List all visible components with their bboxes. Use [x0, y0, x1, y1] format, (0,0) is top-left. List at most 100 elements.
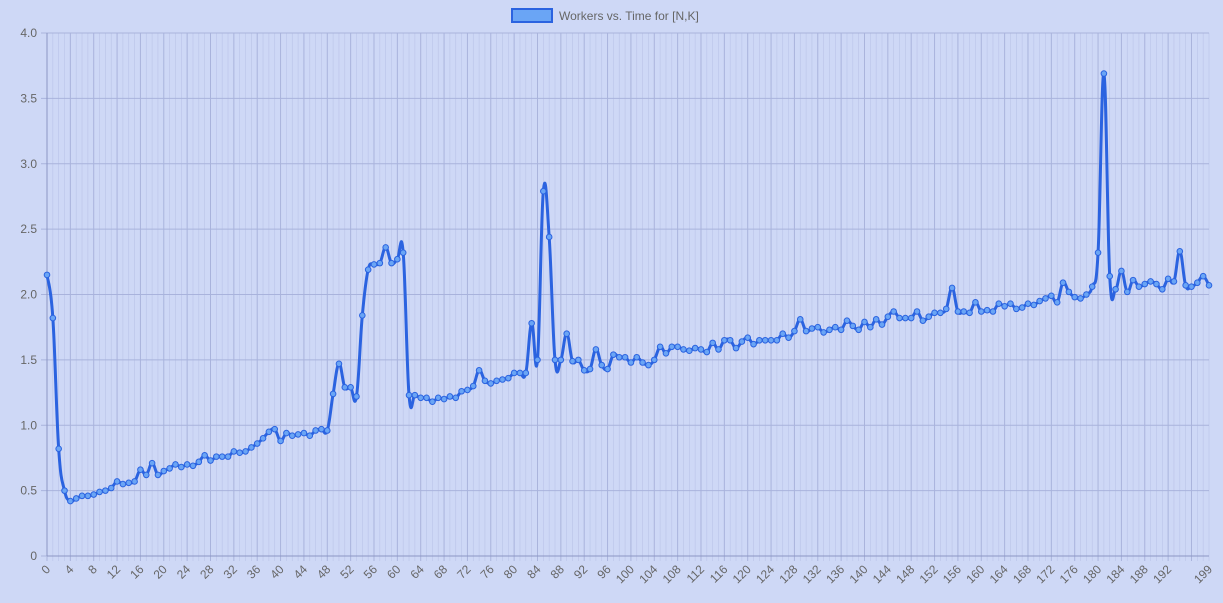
- data-point[interactable]: [283, 429, 290, 437]
- data-point[interactable]: [983, 306, 991, 314]
- data-point[interactable]: [464, 386, 471, 394]
- data-point[interactable]: [394, 255, 401, 263]
- data-point[interactable]: [551, 356, 559, 364]
- data-point[interactable]: [142, 471, 150, 479]
- data-point[interactable]: [761, 336, 769, 344]
- data-point[interactable]: [1164, 275, 1172, 283]
- data-point[interactable]: [504, 374, 512, 382]
- data-point[interactable]: [610, 351, 617, 358]
- data-point[interactable]: [1194, 279, 1201, 287]
- data-point[interactable]: [154, 471, 162, 479]
- data-point[interactable]: [580, 367, 588, 374]
- data-point[interactable]: [172, 461, 179, 468]
- data-point[interactable]: [639, 359, 646, 366]
- data-point[interactable]: [802, 327, 810, 335]
- data-point[interactable]: [1129, 276, 1137, 284]
- data-point[interactable]: [662, 350, 670, 357]
- data-point[interactable]: [977, 308, 985, 315]
- data-point[interactable]: [353, 393, 360, 400]
- data-point[interactable]: [650, 356, 658, 364]
- data-point[interactable]: [230, 448, 238, 455]
- data-point[interactable]: [1077, 295, 1084, 302]
- data-point[interactable]: [1013, 305, 1020, 313]
- data-point[interactable]: [1100, 70, 1108, 77]
- data-point[interactable]: [540, 187, 547, 195]
- data-point[interactable]: [341, 384, 349, 391]
- data-point[interactable]: [750, 340, 757, 348]
- data-point[interactable]: [586, 365, 594, 373]
- data-point[interactable]: [709, 339, 716, 347]
- data-point[interactable]: [475, 367, 483, 374]
- data-point[interactable]: [569, 357, 576, 365]
- data-point[interactable]: [861, 318, 868, 326]
- data-point[interactable]: [1153, 280, 1160, 288]
- data-point[interactable]: [323, 427, 331, 434]
- data-point[interactable]: [43, 271, 51, 279]
- data-point[interactable]: [633, 353, 641, 361]
- data-point[interactable]: [423, 394, 430, 402]
- data-point[interactable]: [744, 334, 752, 341]
- data-point[interactable]: [563, 330, 570, 338]
- data-point[interactable]: [691, 344, 699, 352]
- data-point[interactable]: [195, 458, 203, 466]
- data-point[interactable]: [1170, 278, 1178, 285]
- data-point[interactable]: [1182, 282, 1189, 289]
- data-point[interactable]: [183, 461, 191, 468]
- data-point[interactable]: [627, 359, 635, 366]
- data-point[interactable]: [189, 462, 197, 470]
- data-point[interactable]: [1024, 300, 1032, 307]
- data-point[interactable]: [534, 356, 541, 364]
- data-point[interactable]: [248, 444, 255, 451]
- data-point[interactable]: [236, 449, 243, 457]
- data-point[interactable]: [896, 314, 903, 322]
- data-point[interactable]: [738, 338, 746, 345]
- data-point[interactable]: [218, 453, 226, 460]
- data-point[interactable]: [1199, 272, 1207, 280]
- data-point[interactable]: [878, 321, 886, 328]
- data-point[interactable]: [166, 465, 173, 472]
- data-point[interactable]: [645, 361, 652, 369]
- data-point[interactable]: [446, 393, 454, 400]
- data-point[interactable]: [715, 346, 722, 353]
- data-point[interactable]: [1118, 267, 1125, 275]
- data-point[interactable]: [207, 457, 214, 464]
- data-point[interactable]: [347, 384, 354, 391]
- data-point[interactable]: [1036, 297, 1043, 305]
- data-point[interactable]: [359, 312, 366, 319]
- data-point[interactable]: [1042, 295, 1049, 302]
- data-point[interactable]: [399, 249, 407, 256]
- data-point[interactable]: [884, 313, 892, 321]
- data-point[interactable]: [1094, 249, 1102, 256]
- data-point[interactable]: [1007, 300, 1014, 307]
- data-point[interactable]: [826, 326, 833, 334]
- data-point[interactable]: [837, 326, 845, 334]
- data-point[interactable]: [1112, 285, 1119, 293]
- data-point[interactable]: [931, 309, 938, 317]
- data-point[interactable]: [937, 309, 944, 317]
- data-point[interactable]: [417, 394, 425, 402]
- data-point[interactable]: [259, 435, 267, 442]
- data-point[interactable]: [376, 259, 384, 267]
- data-point[interactable]: [1001, 302, 1008, 310]
- data-point[interactable]: [434, 394, 442, 402]
- data-point[interactable]: [277, 437, 284, 445]
- data-point[interactable]: [102, 487, 109, 494]
- data-point[interactable]: [306, 432, 314, 440]
- data-point[interactable]: [1053, 299, 1061, 306]
- data-point[interactable]: [265, 428, 273, 436]
- data-point[interactable]: [855, 326, 862, 334]
- data-point[interactable]: [703, 348, 711, 356]
- data-point[interactable]: [458, 387, 465, 395]
- data-point[interactable]: [1123, 288, 1131, 296]
- data-point[interactable]: [429, 398, 436, 406]
- data-point[interactable]: [773, 336, 781, 344]
- data-point[interactable]: [335, 360, 343, 368]
- data-point[interactable]: [732, 344, 740, 352]
- data-point[interactable]: [721, 336, 728, 344]
- data-point[interactable]: [954, 308, 962, 315]
- data-point[interactable]: [440, 395, 448, 403]
- data-point[interactable]: [598, 361, 606, 369]
- data-point[interactable]: [726, 336, 734, 344]
- data-point[interactable]: [1176, 248, 1184, 255]
- data-point[interactable]: [178, 463, 185, 471]
